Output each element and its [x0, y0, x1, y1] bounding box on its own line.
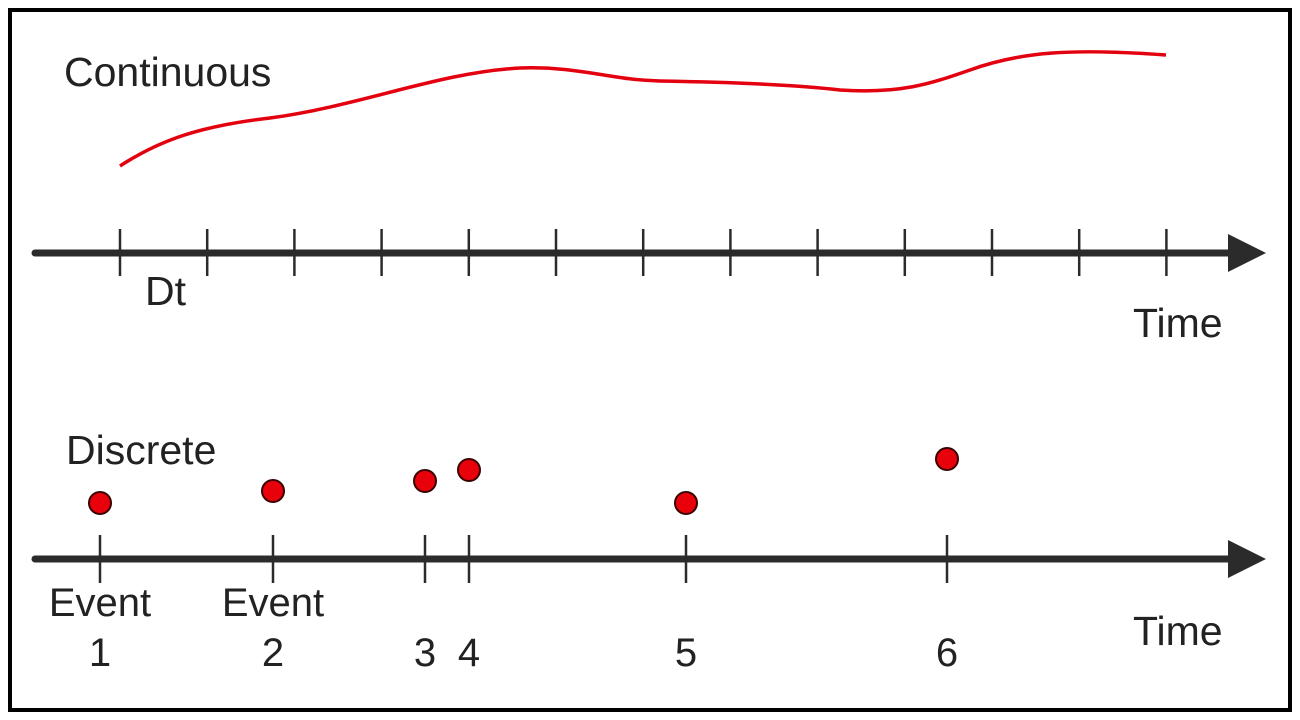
event-2: Event 2 — [222, 479, 324, 675]
continuous-title: Continuous — [64, 49, 271, 95]
event-marker — [413, 469, 437, 493]
event-marker — [261, 479, 285, 503]
event-6: 6 — [935, 447, 959, 675]
event-4: 4 — [457, 458, 481, 675]
event-marker — [457, 458, 481, 482]
event-5: 5 — [674, 491, 698, 675]
discrete-title: Discrete — [66, 427, 216, 473]
event-number: 2 — [262, 631, 284, 675]
event-3: 3 — [413, 469, 437, 675]
event-number: 1 — [89, 631, 111, 675]
event-marker — [674, 491, 698, 515]
discrete-axis-arrowhead — [1228, 540, 1266, 578]
event-caption: Event — [222, 581, 324, 625]
continuous-axis-label: Time — [1133, 300, 1223, 346]
continuous-axis-arrowhead — [1228, 234, 1266, 272]
continuous-signal-curve — [119, 50, 1167, 168]
event-number: 6 — [936, 631, 958, 675]
continuous-axis-ticks — [118, 229, 1168, 276]
step-label: Dt — [145, 268, 187, 314]
discrete-axis-label: Time — [1133, 608, 1223, 654]
event-marker — [935, 447, 959, 471]
event-number: 5 — [675, 631, 697, 675]
event-number: 4 — [458, 631, 480, 675]
event-marker — [88, 491, 112, 515]
event-1: Event 1 — [49, 491, 151, 675]
event-number: 3 — [414, 631, 436, 675]
event-caption: Event — [49, 581, 151, 625]
discrete-events: Event 1 Event 2 3 4 5 6 — [49, 447, 959, 675]
diagram-frame — [8, 8, 1292, 712]
